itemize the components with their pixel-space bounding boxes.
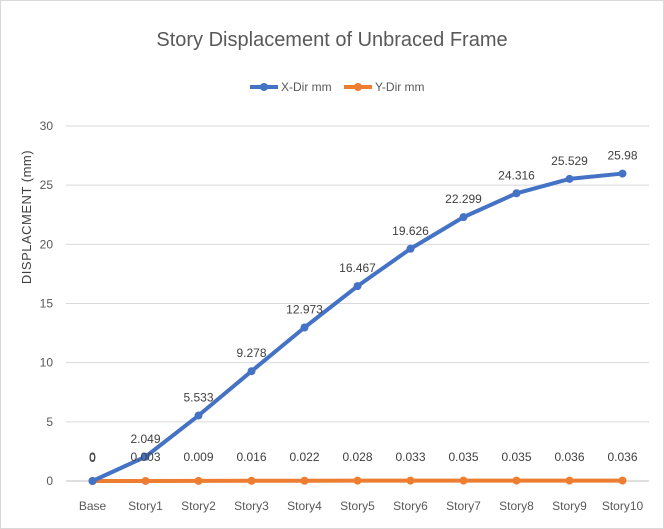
data-point: [194, 411, 203, 420]
data-point: [406, 476, 415, 485]
data-label: 0.035: [448, 450, 478, 464]
data-point: [88, 477, 97, 485]
series-layer: [88, 169, 627, 485]
x-tick-label: Base: [79, 499, 107, 513]
y-tick-label: 0: [46, 474, 53, 488]
y-tick-label: 10: [40, 356, 54, 370]
x-axis-ticks: Base Story1 Story2 Story3 Story4 Story5 Story6…: [79, 499, 644, 513]
data-point: [141, 476, 150, 485]
x-tick-label: Story3: [234, 499, 269, 513]
legend: X-Dir mm Y-Dir mm: [250, 80, 425, 94]
x-tick-label: Story6: [393, 499, 428, 513]
data-point: [353, 476, 362, 485]
data-label: 19.626: [392, 224, 429, 238]
data-label: 16.467: [339, 261, 376, 275]
data-point: [618, 169, 627, 178]
data-point: [459, 476, 468, 485]
data-labels: 0 2.049 5.533 9.278 12.973 16.467 19.626 22.299…: [89, 149, 638, 465]
data-label: 0: [89, 450, 96, 464]
y-tick-label: 5: [46, 415, 53, 429]
y-tick-label: 25: [40, 178, 54, 192]
data-label: 5.533: [183, 391, 213, 405]
x-tick-label: Story9: [552, 499, 587, 513]
legend-label: Y-Dir mm: [375, 80, 425, 94]
x-tick-label: Story5: [340, 499, 375, 513]
data-point: [194, 476, 203, 485]
data-point: [512, 189, 521, 198]
data-label: 0.028: [342, 450, 372, 464]
x-tick-label: Story4: [287, 499, 322, 513]
chart-title: Story Displacement of Unbraced Frame: [156, 29, 507, 51]
legend-marker: [354, 83, 362, 91]
data-point: [512, 476, 521, 485]
data-point: [247, 367, 256, 376]
y-axis-title: DISPLACMENT (mm): [19, 150, 34, 284]
data-point: [141, 452, 150, 461]
legend-label: X-Dir mm: [281, 80, 332, 94]
data-label: 0.036: [554, 450, 584, 464]
data-label: 24.316: [498, 168, 535, 182]
data-label: 0: [89, 451, 96, 465]
data-label: 0.003: [130, 450, 160, 464]
data-label: 2.049: [130, 432, 160, 446]
legend-marker: [260, 83, 268, 91]
data-label: 12.973: [286, 302, 323, 316]
data-point: [618, 476, 627, 485]
data-point: [565, 476, 574, 485]
data-label: 0.009: [183, 450, 213, 464]
data-point: [565, 174, 574, 183]
data-point: [406, 244, 415, 253]
data-label: 25.529: [551, 154, 588, 168]
y-tick-label: 20: [40, 237, 54, 251]
x-tick-label: Story8: [499, 499, 534, 513]
data-point: [300, 476, 309, 485]
data-point: [459, 213, 468, 222]
x-tick-label: Story1: [128, 499, 163, 513]
data-label: 0.022: [289, 450, 319, 464]
data-label: 9.278: [236, 346, 266, 360]
data-label: 22.299: [445, 192, 482, 206]
series-line: [90, 171, 625, 483]
data-point: [247, 476, 256, 485]
x-tick-label: Story2: [181, 499, 216, 513]
data-point: [353, 282, 362, 291]
y-axis-ticks: 0 5 10 15 20 25 30: [40, 119, 54, 488]
data-point: [300, 323, 309, 332]
x-tick-label: Story10: [602, 499, 644, 513]
data-label: 0.035: [501, 450, 531, 464]
y-tick-label: 30: [40, 119, 54, 133]
y-tick-label: 15: [40, 297, 54, 311]
data-label: 25.98: [607, 149, 637, 163]
data-label: 0.016: [236, 450, 266, 464]
data-label: 0.033: [395, 450, 425, 464]
data-label: 0.036: [607, 450, 637, 464]
x-tick-label: Story7: [446, 499, 481, 513]
